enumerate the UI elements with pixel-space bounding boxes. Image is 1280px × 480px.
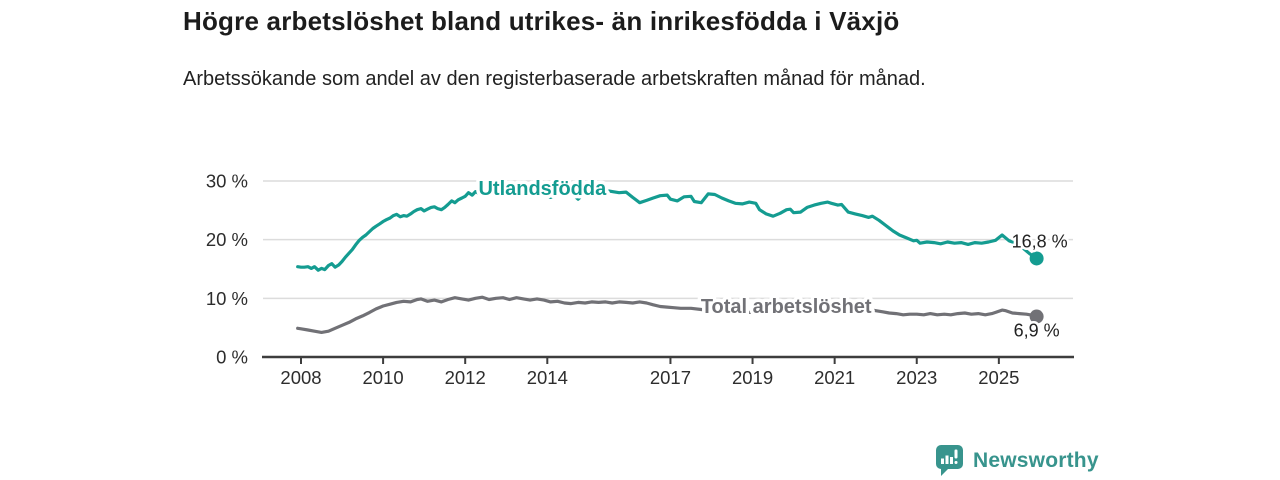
x-axis-tick-label: 2010 (363, 367, 404, 388)
series-end-value-label: 16,8 % (1012, 231, 1068, 251)
y-axis-tick-label: 20 % (206, 229, 248, 250)
axes: 0 % 10 % 20 % 30 % 2008 2010 2012 2014 2017 2019 2… (206, 171, 1074, 388)
x-axis-tick-label: 2025 (978, 367, 1019, 388)
brand-footer: Newsworthy (936, 444, 1099, 478)
x-axis-tick-label: 2017 (650, 367, 691, 388)
series-end-dot (1029, 251, 1044, 266)
page-title: Högre arbetslöshet bland utrikes- än inr… (183, 6, 900, 36)
series-end-dot (1029, 309, 1044, 324)
series-labels: Utlandsfödda 16,8 % Total arbetslöshet 6,9 … (475, 175, 1070, 343)
series-end-value-label: 6,9 % (1014, 321, 1060, 341)
y-axis-tick-label: 0 % (216, 347, 248, 368)
data-series (296, 188, 1044, 334)
x-axis-tick-label: 2021 (814, 367, 855, 388)
series-inline-label: Utlandsfödda (478, 178, 607, 200)
series-line (296, 188, 1039, 272)
x-axis-tick-label: 2023 (896, 367, 937, 388)
y-axis-tick-label: 10 % (206, 288, 248, 309)
x-axis-tick-label: 2012 (445, 367, 486, 388)
gridlines (263, 180, 1073, 300)
chart-subtitle: Arbetssökande som andel av den registerb… (183, 68, 926, 90)
series-inline-label: Total arbetslöshet (701, 296, 872, 318)
y-axis-tick-label: 30 % (206, 171, 248, 192)
series-line (296, 295, 1039, 334)
x-axis-tick-label: 2014 (527, 367, 568, 388)
x-axis-tick-label: 2019 (732, 367, 773, 388)
brand-name: Newsworthy (973, 449, 1099, 472)
newsworthy-logo-icon (936, 445, 963, 476)
x-axis-tick-label: 2008 (280, 367, 321, 388)
